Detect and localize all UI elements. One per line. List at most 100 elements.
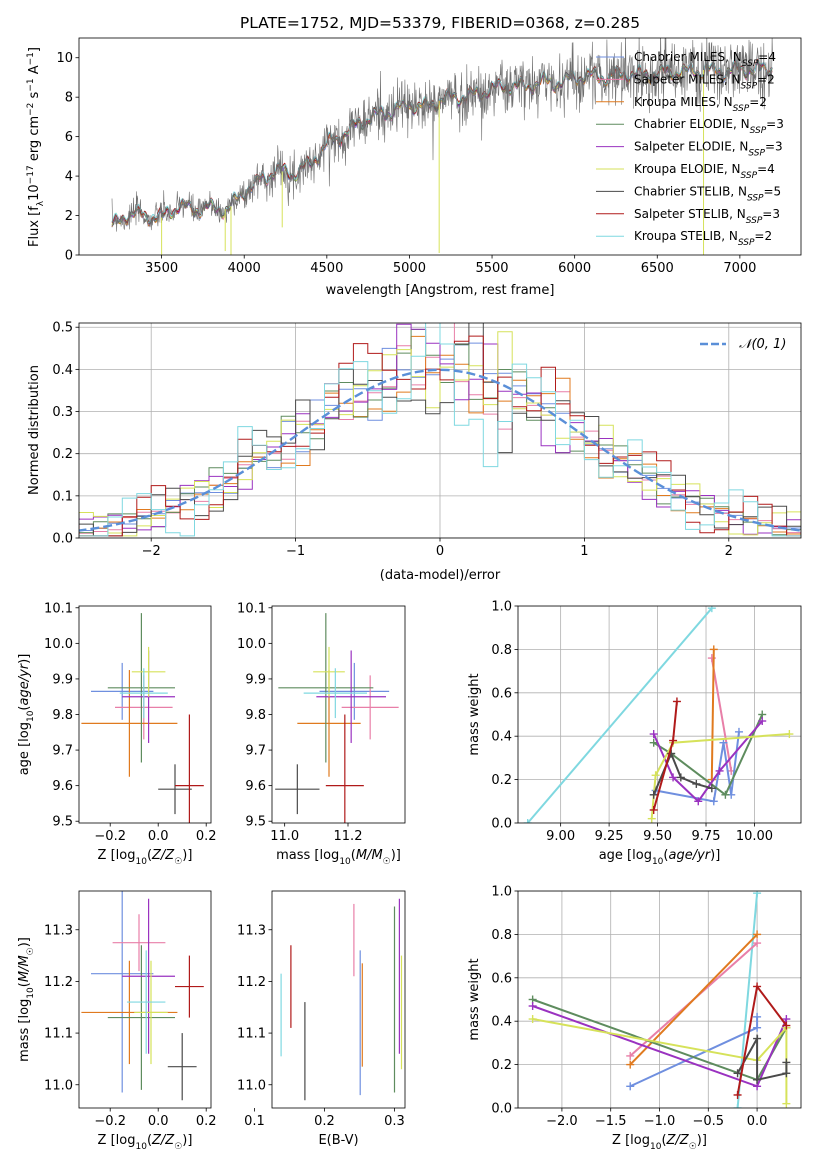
y-tick-label: 9.5 [52, 815, 73, 830]
y-tick-label: 11.2 [237, 975, 266, 990]
x-tick-label: 1 [580, 544, 588, 559]
x-tick-label: 2 [725, 544, 733, 559]
axes-frame [78, 890, 212, 1109]
axes-frame [517, 605, 802, 824]
x-tick-label: 7000 [723, 261, 756, 276]
y-tick-label: 0.6 [491, 686, 512, 701]
axes-frame [271, 890, 406, 1109]
weight-line [653, 714, 764, 797]
x-tick-label: 9.25 [595, 829, 624, 844]
legend: Chabrier MILES, NSSP=4 Salpeter MILES, NS… [596, 50, 784, 248]
x-tick-label: 0.0 [148, 829, 169, 844]
legend-label: Kroupa ELODIE, NSSP=4 [634, 162, 775, 181]
legend-label: Chabrier MILES, NSSP=4 [634, 50, 776, 69]
y-tick-label: 0.5 [52, 321, 73, 336]
x-tick-label: −0.5 [693, 1114, 725, 1129]
y-tick-label: 9.7 [245, 744, 266, 759]
legend-label: 𝒩(0, 1) [739, 337, 786, 352]
y-tick-label: 9.6 [245, 779, 266, 794]
y-tick-label: 9.8 [52, 708, 73, 723]
x-tick-label: −0.2 [94, 1114, 126, 1129]
plot-area [518, 891, 801, 1108]
axes-frame [78, 605, 212, 824]
x-tick-label: 11.2 [334, 829, 363, 844]
y-tick-label: 9.6 [52, 779, 73, 794]
x-tick-label: 9.50 [643, 829, 672, 844]
x-tick-label: −1.0 [644, 1114, 676, 1129]
axes-frame [271, 605, 406, 824]
x-tick-label: 3500 [145, 261, 178, 276]
y-axis-label: Normed distribution [27, 365, 42, 495]
legend-label: Chabrier STELIB, NSSP=5 [634, 184, 781, 203]
scatter-panel-2: −0.2 0.0 0.2 9.5 9.6 9.7 9.8 9.9 10.0 10.1 [44, 601, 217, 844]
y-tick-label: 0.0 [491, 1102, 512, 1117]
scatter-panel-5: −0.2 0.0 0.2 11.0 11.1 11.2 11.3 [44, 890, 217, 1129]
y-tick-label: 0.2 [491, 1058, 512, 1073]
y-tick-label: 6 [65, 130, 73, 145]
x-tick-label: 11.0 [270, 829, 299, 844]
x-tick-label: −0.2 [94, 829, 126, 844]
y-tick-label: 0.4 [52, 363, 73, 378]
legend-label: Salpeter ELODIE, NSSP=3 [634, 140, 783, 159]
y-tick-label: 11.1 [237, 1027, 266, 1042]
legend-label: Kroupa MILES, NSSP=2 [634, 95, 767, 114]
x-tick-label: 4000 [228, 261, 261, 276]
plot-area [280, 898, 403, 1101]
weight-line [629, 933, 758, 1066]
y-tick-label: 0.1 [52, 489, 73, 504]
x-tick-label: −2 [142, 544, 161, 559]
y-tick-label: 11.3 [237, 923, 266, 938]
spectrum-panel: 3500 4000 4500 5000 5500 6000 6500 7000 0 2 4 6 8 10 C… [56, 37, 802, 276]
plot-area [79, 323, 801, 538]
x-tick-label: 0.2 [196, 829, 217, 844]
x-axis-label: Z [log10(Z/Z☉)] [612, 1133, 707, 1152]
weight-line [710, 657, 733, 772]
x-tick-label: −1 [286, 544, 305, 559]
y-axis-label: mass [log10(M/M☉)] [17, 937, 36, 1062]
y-tick-label: 10.1 [44, 601, 73, 616]
legend-label: Salpeter STELIB, NSSP=3 [634, 207, 780, 226]
y-tick-label: 11.0 [44, 1078, 73, 1093]
axes-frame [78, 322, 802, 539]
y-tick-label: 0.8 [491, 928, 512, 943]
x-tick-label: −2.0 [546, 1114, 578, 1129]
x-tick-label: 4500 [310, 261, 343, 276]
weight-line [652, 750, 713, 796]
y-tick-label: 4 [65, 170, 73, 185]
x-tick-label: −1.5 [595, 1114, 627, 1129]
x-tick-label: 0.0 [148, 1114, 169, 1129]
y-tick-label: 9.5 [245, 815, 266, 830]
y-tick-label: 9.9 [245, 672, 266, 687]
y-tick-label: 2 [65, 209, 73, 224]
y-tick-label: 0.0 [52, 532, 73, 547]
x-tick-label: 9.00 [546, 829, 575, 844]
y-tick-label: 9.8 [245, 708, 266, 723]
weight-panel-4: 9.00 9.25 9.50 9.75 10.00 0.0 0.2 0.4 0.6 0.8 1.0 [491, 600, 802, 844]
y-tick-label: 8 [65, 91, 73, 106]
x-tick-label: 0.2 [196, 1114, 217, 1129]
y-tick-label: 0.2 [491, 773, 512, 788]
scatter-panel-3: 11.0 11.2 9.5 9.6 9.7 9.8 9.9 10.0 10.1 [237, 601, 406, 844]
y-tick-label: 11.1 [44, 1027, 73, 1042]
x-tick-label: 6000 [558, 261, 591, 276]
y-axis-label: mass weight [467, 673, 482, 755]
y-axis-label: Flux [fλ10−17 erg cm−2 s−1 A−1] [26, 47, 46, 247]
legend-label: Chabrier ELODIE, NSSP=3 [634, 117, 784, 136]
y-tick-label: 11.2 [44, 975, 73, 990]
y-tick-label: 0.4 [491, 1015, 512, 1030]
weight-line [710, 649, 715, 780]
x-tick-label: 0.1 [244, 1114, 265, 1129]
y-tick-label: 9.9 [52, 672, 73, 687]
y-tick-label: 0.4 [491, 730, 512, 745]
data-spectrum [111, 38, 774, 232]
weight-line [652, 720, 763, 803]
x-axis-label: Z [log10(Z/Z☉)] [98, 848, 193, 867]
x-tick-label: 0.2 [314, 1114, 335, 1129]
histogram-step [79, 335, 801, 537]
y-tick-label: 10.0 [237, 637, 266, 652]
y-tick-label: 10.0 [44, 637, 73, 652]
axes-frame [78, 37, 802, 256]
y-tick-label: 0.6 [491, 971, 512, 986]
y-tick-label: 1.0 [491, 885, 512, 900]
